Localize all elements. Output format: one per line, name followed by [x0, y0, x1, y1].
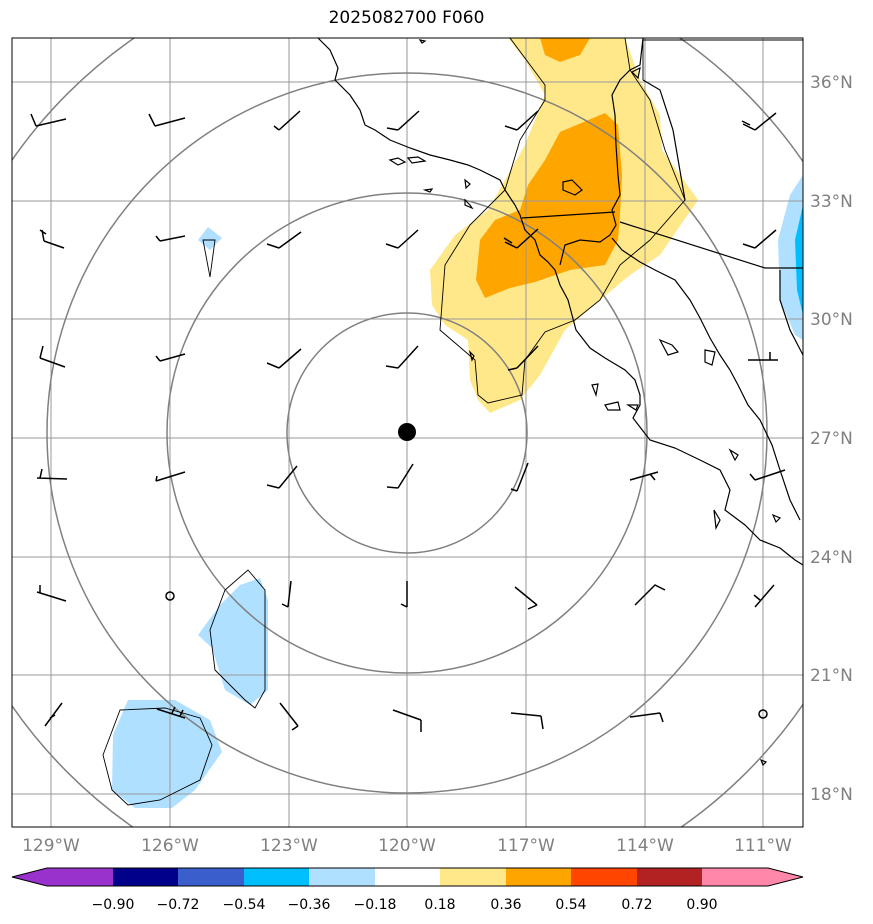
colorbar-extend-low	[12, 868, 47, 886]
lon-label: 111°W	[734, 836, 792, 856]
colorbar-segment	[506, 868, 571, 886]
colorbar-segment	[244, 868, 309, 886]
colorbar-segment	[702, 868, 768, 886]
colorbar-segment	[178, 868, 244, 886]
colorbar-tick-label: −0.90	[92, 897, 135, 913]
longitude-labels: 129°W 126°W 123°W 120°W 117°W 114°W 111°…	[22, 836, 792, 856]
colorbar-segment	[440, 868, 506, 886]
colorbar-tick-label: 0.36	[490, 897, 521, 913]
colorbar-tick-label: 0.54	[555, 897, 586, 913]
colorbar-outline	[11, 867, 804, 887]
colorbar-segment	[47, 868, 113, 886]
lon-label: 123°W	[260, 836, 318, 856]
colorbar-tick-label: 0.72	[621, 897, 652, 913]
lat-label: 36°N	[810, 73, 853, 93]
colorbar-segment	[309, 868, 375, 886]
colorbar-extend-high	[768, 868, 803, 886]
lat-label: 27°N	[810, 429, 853, 449]
colorbar-tick-label: −0.36	[288, 897, 331, 913]
lat-label: 33°N	[810, 192, 853, 212]
lat-label: 18°N	[810, 785, 853, 805]
lat-label: 30°N	[810, 310, 853, 330]
calm-circles	[165, 591, 768, 719]
map-title: 2025082700 F060	[328, 8, 485, 28]
colorbar-tick-label: −0.72	[157, 897, 200, 913]
lon-label: 126°W	[141, 836, 199, 856]
colorbar-segment	[113, 868, 178, 886]
colorbar-tick-label: 0.18	[424, 897, 455, 913]
colorbar: −0.90 −0.72 −0.54 −0.36 −0.18 0.18 0.36 …	[11, 867, 804, 913]
latitude-labels: 36°N 33°N 30°N 27°N 24°N 21°N 18°N	[810, 73, 853, 805]
colorbar-tick-label: −0.54	[223, 897, 266, 913]
wind-barbs	[30, 110, 786, 732]
lon-label: 117°W	[497, 836, 555, 856]
outline-contours	[102, 38, 803, 806]
lon-label: 114°W	[616, 836, 674, 856]
lon-label: 120°W	[378, 836, 436, 856]
map-frame	[11, 37, 804, 828]
lat-label: 21°N	[810, 666, 853, 686]
colorbar-tick-labels: −0.90 −0.72 −0.54 −0.36 −0.18 0.18 0.36 …	[92, 897, 718, 913]
lat-label: 24°N	[810, 548, 853, 568]
islands	[388, 39, 782, 767]
colorbar-segment	[375, 868, 440, 886]
colorbar-tick-label: 0.90	[686, 897, 717, 913]
coastlines	[317, 38, 803, 566]
colorbar-tick-label: −0.18	[354, 897, 397, 913]
colorbar-segment	[571, 868, 637, 886]
colorbar-segment	[637, 868, 702, 886]
storm-center-marker	[398, 423, 416, 441]
lon-label: 129°W	[22, 836, 80, 856]
